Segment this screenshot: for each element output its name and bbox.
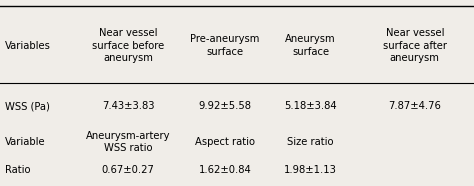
Text: 7.87±4.76: 7.87±4.76: [388, 101, 441, 111]
Text: 1.62±0.84: 1.62±0.84: [199, 165, 252, 175]
Text: 5.18±3.84: 5.18±3.84: [284, 101, 337, 111]
Text: Ratio: Ratio: [5, 165, 30, 175]
Text: 1.98±1.13: 1.98±1.13: [284, 165, 337, 175]
Text: Near vessel
surface before
aneurysm: Near vessel surface before aneurysm: [92, 28, 164, 63]
Text: WSS (Pa): WSS (Pa): [5, 101, 50, 111]
Text: Pre-aneurysm
surface: Pre-aneurysm surface: [191, 34, 260, 57]
Text: 9.92±5.58: 9.92±5.58: [199, 101, 252, 111]
Text: 0.67±0.27: 0.67±0.27: [101, 165, 155, 175]
Text: 7.43±3.83: 7.43±3.83: [102, 101, 154, 111]
Text: Aneurysm-artery
WSS ratio: Aneurysm-artery WSS ratio: [86, 131, 170, 153]
Text: Aneurysm
surface: Aneurysm surface: [285, 34, 336, 57]
Text: Variable: Variable: [5, 137, 46, 147]
Text: Aspect ratio: Aspect ratio: [195, 137, 255, 147]
Text: Variables: Variables: [5, 41, 51, 51]
Text: Size ratio: Size ratio: [287, 137, 334, 147]
Text: Near vessel
surface after
aneurysm: Near vessel surface after aneurysm: [383, 28, 447, 63]
